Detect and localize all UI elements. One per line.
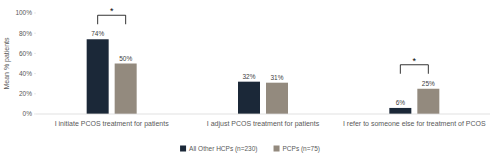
y-tick	[34, 13, 36, 14]
x-tick-label: I initiate PCOS treatment for patients	[55, 120, 169, 128]
bars	[87, 39, 440, 114]
y-tick-label: 0%	[23, 110, 33, 117]
data-label: 32%	[242, 73, 255, 80]
legend-swatch	[180, 146, 186, 152]
x-axis	[36, 114, 490, 115]
legend-label: PCPs (n=75)	[283, 145, 320, 153]
significance-bracket	[98, 15, 126, 24]
y-tick	[34, 33, 36, 34]
y-tick-label: 20%	[19, 90, 32, 97]
y-tick	[34, 73, 36, 74]
y-tick-label: 40%	[19, 70, 32, 77]
bar	[389, 108, 411, 114]
bar	[266, 83, 288, 114]
legend-label: All Other HCPs (n=230)	[189, 145, 257, 153]
y-tick	[34, 93, 36, 94]
legend: All Other HCPs (n=230) PCPs (n=75)	[180, 145, 320, 153]
x-tick-label: I adjust PCOS treatment for patients	[207, 120, 320, 128]
bar	[87, 39, 109, 114]
y-tick-label: 80%	[19, 30, 32, 37]
bar	[238, 82, 260, 114]
y-tick-label: 100%	[15, 9, 32, 16]
chart: Mean % patients 0% 20% 40% 60% 80% 100% 74% 32% 6…	[0, 0, 500, 157]
y-tick-label: 60%	[19, 50, 32, 57]
y-axis-label: Mean % patients	[3, 37, 11, 90]
significance-bracket	[400, 65, 428, 74]
legend-swatch	[274, 146, 280, 152]
bar	[115, 64, 137, 115]
data-label: 50%	[119, 55, 132, 62]
bar	[417, 89, 439, 114]
annotation: *	[413, 56, 417, 66]
y-tick	[34, 114, 36, 115]
data-label: 25%	[422, 80, 435, 87]
x-tick-label: I refer to someone else for treatment of…	[343, 120, 486, 127]
data-label: 31%	[270, 74, 283, 81]
annotation: *	[110, 6, 114, 16]
data-label: 6%	[396, 99, 406, 106]
data-label: 74%	[91, 30, 104, 37]
y-tick	[34, 53, 36, 54]
